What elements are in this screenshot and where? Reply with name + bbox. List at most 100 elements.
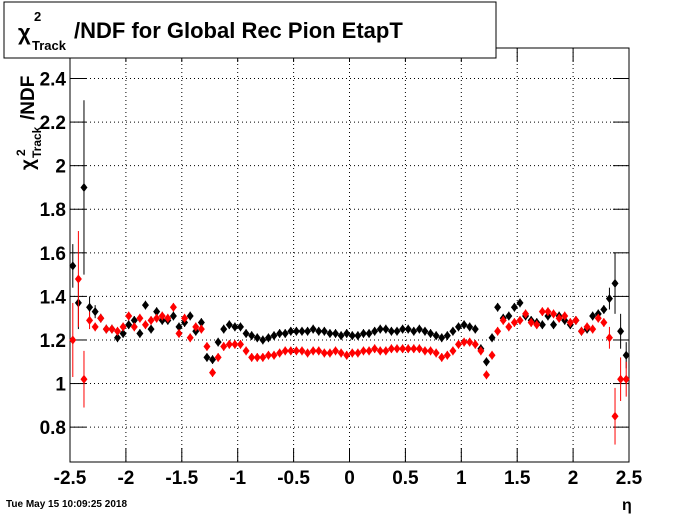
marker — [214, 337, 222, 347]
marker — [169, 311, 177, 321]
marker — [499, 315, 507, 325]
marker — [141, 320, 149, 330]
y-tick-label: 2 — [55, 157, 66, 178]
marker — [488, 333, 496, 343]
title-text: /NDF for Global Rec Pion EtapT — [74, 18, 403, 43]
marker — [97, 313, 105, 323]
marker — [102, 324, 110, 334]
marker — [119, 322, 127, 332]
marker — [192, 322, 200, 332]
marker — [611, 411, 619, 421]
marker — [505, 311, 513, 321]
marker — [410, 326, 418, 336]
marker — [276, 328, 284, 338]
x-tick-label: -1.5 — [165, 468, 198, 489]
y-tick-label: 2.4 — [40, 70, 67, 91]
y-tick-label: 2.2 — [40, 113, 66, 134]
marker — [304, 348, 312, 358]
marker — [600, 304, 608, 314]
y-axis-label: χ 2 Track /NDF — [14, 76, 44, 170]
marker — [617, 374, 625, 384]
marker — [438, 352, 446, 362]
marker — [264, 350, 272, 360]
marker — [382, 324, 390, 334]
marker — [605, 333, 613, 343]
marker — [80, 374, 88, 384]
marker — [550, 320, 558, 330]
marker — [589, 311, 597, 321]
marker — [399, 344, 407, 354]
marker — [477, 346, 485, 356]
x-tick-label: 0 — [344, 468, 355, 489]
marker — [622, 374, 630, 384]
marker — [494, 326, 502, 336]
x-axis-label: η — [622, 497, 632, 514]
marker — [169, 302, 177, 312]
marker — [332, 328, 340, 338]
marker — [371, 344, 379, 354]
marker — [253, 333, 261, 343]
marker — [427, 328, 435, 338]
marker — [482, 357, 490, 367]
marker — [253, 352, 261, 362]
marker — [393, 326, 401, 336]
marker — [460, 320, 468, 330]
marker — [259, 352, 267, 362]
marker — [158, 311, 166, 321]
marker — [432, 331, 440, 341]
marker — [622, 350, 630, 360]
marker — [538, 320, 546, 330]
marker — [153, 307, 161, 317]
marker — [231, 322, 239, 332]
marker — [287, 326, 295, 336]
marker — [365, 328, 373, 338]
marker — [404, 344, 412, 354]
y-label-symbol: χ — [18, 159, 39, 170]
marker — [242, 328, 250, 338]
marker — [348, 331, 356, 341]
marker — [298, 326, 306, 336]
marker — [91, 307, 99, 317]
marker — [393, 344, 401, 354]
timestamp: Tue May 15 10:09:25 2018 — [6, 499, 127, 510]
y-label-sub: Track — [30, 126, 44, 158]
marker — [231, 339, 239, 349]
marker — [466, 322, 474, 332]
marker — [427, 346, 435, 356]
marker — [387, 326, 395, 336]
marker — [69, 261, 77, 271]
y-label-text: /NDF — [18, 76, 39, 120]
marker — [74, 274, 82, 284]
marker — [577, 326, 585, 336]
marker — [264, 333, 272, 343]
marker — [337, 348, 345, 358]
marker — [292, 326, 300, 336]
marker — [443, 350, 451, 360]
x-tick-label: -2.5 — [54, 468, 87, 489]
y-tick-label: 0.8 — [40, 418, 66, 439]
marker — [415, 324, 423, 334]
marker — [449, 326, 457, 336]
marker — [421, 326, 429, 336]
marker — [225, 339, 233, 349]
marker — [270, 331, 278, 341]
marker — [600, 318, 608, 328]
marker — [326, 348, 334, 358]
marker — [130, 315, 138, 325]
marker — [114, 333, 122, 343]
x-tick-label: -1 — [229, 468, 246, 489]
marker — [220, 342, 228, 352]
marker — [91, 322, 99, 332]
marker — [460, 337, 468, 347]
marker — [583, 322, 591, 332]
marker — [136, 328, 144, 338]
marker — [147, 324, 155, 334]
x-tick-label: 2.5 — [616, 468, 643, 489]
y-tick-label: 1 — [55, 375, 66, 396]
marker — [354, 348, 362, 358]
marker — [175, 328, 183, 338]
marker — [332, 346, 340, 356]
marker — [281, 346, 289, 356]
marker — [136, 313, 144, 323]
